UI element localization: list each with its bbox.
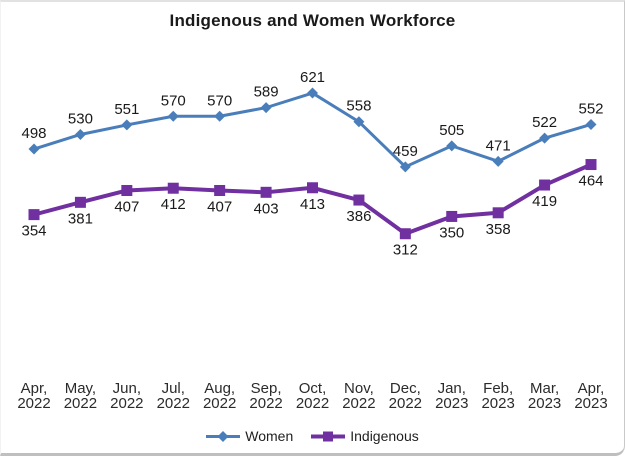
x-axis-label-line2: 2022 [296,395,329,412]
legend: Women Indigenous [1,428,624,444]
x-axis-label-line1: Oct, [299,380,327,397]
women-data-point-marker [74,128,86,140]
women-data-point-label: 498 [21,125,46,142]
women-data-point-marker [121,119,133,131]
women-series-swatch-icon [206,430,241,442]
women-data-point-label: 621 [300,69,325,86]
women-data-point-marker [214,110,226,122]
women-data-point-label: 552 [578,100,603,117]
indigenous-data-point-label: 464 [578,173,603,190]
women-data-point-label: 505 [439,122,464,139]
x-axis-label-line2: 2022 [64,395,97,412]
women-data-point-marker [167,110,179,122]
indigenous-data-point-label: 312 [393,242,418,259]
indigenous-data-point-marker [585,159,597,171]
x-axis-label-line2: 2023 [574,395,607,412]
x-axis-label-line1: Nov, [344,380,374,397]
indigenous-data-point-label: 354 [21,223,46,240]
indigenous-data-point-marker [399,228,411,240]
women-data-point-label: 570 [207,92,232,109]
women-data-point-marker [492,155,504,167]
women-data-point-label: 570 [161,92,186,109]
x-axis-label-line1: Jul, [162,380,185,397]
indigenous-data-point-marker [446,210,458,222]
legend-item-indigenous: Indigenous [311,428,419,444]
women-data-point-label: 589 [254,84,279,101]
x-axis-label-line1: Sep, [251,380,282,397]
x-axis-label-line2: 2022 [110,395,143,412]
indigenous-data-point-marker [492,207,504,219]
indigenous-data-point-marker [28,209,40,221]
indigenous-data-point-marker [353,194,365,206]
x-axis-label-line1: Mar, [530,380,559,397]
women-data-point-marker [399,161,411,173]
x-axis-label-line1: Dec, [390,380,421,397]
indigenous-data-point-label: 386 [346,208,371,225]
indigenous-data-point-label: 350 [439,224,464,241]
indigenous-data-point-marker [307,182,319,194]
x-axis-label-line1: Aug, [204,380,235,397]
women-data-point-marker [307,87,319,99]
chart-title: Indigenous and Women Workforce [169,11,456,30]
indigenous-data-point-marker [539,179,551,191]
indigenous-data-point-label: 407 [207,198,232,215]
women-data-point-label: 459 [393,143,418,160]
indigenous-data-point-marker [121,184,133,196]
women-data-point-label: 530 [68,110,93,127]
women-data-point-marker [539,132,551,144]
indigenous-data-point-label: 412 [161,196,186,213]
women-data-point-marker [260,102,272,114]
women-data-point-marker [585,118,597,130]
women-data-point-marker [353,116,365,128]
women-data-point-label: 551 [114,101,139,118]
x-axis-label-line1: Jun, [113,380,141,397]
indigenous-data-point-marker [214,184,226,196]
x-axis-label-line2: 2023 [528,395,561,412]
women-data-point-marker [446,140,458,152]
x-axis-label-line2: 2023 [481,395,514,412]
indigenous-data-point-label: 413 [300,196,325,213]
indigenous-data-point-label: 403 [254,200,279,217]
women-data-point-label: 558 [346,98,371,115]
legend-item-women: Women [206,428,293,444]
indigenous-data-point-marker [74,196,86,208]
indigenous-data-point-label: 358 [486,221,511,238]
x-axis-label-line1: Jan, [438,380,466,397]
x-axis-label-line1: Apr, [21,380,48,397]
women-data-point-marker [28,143,40,155]
x-axis-label-line2: 2022 [203,395,236,412]
x-axis-label-line1: May, [65,380,96,397]
x-axis-label-line2: 2022 [342,395,375,412]
x-axis-label-line1: Feb, [483,380,513,397]
x-axis-label-line2: 2023 [435,395,468,412]
women-data-point-label: 471 [486,137,511,154]
legend-label-women: Women [245,428,294,444]
indigenous-data-point-marker [167,182,179,194]
x-axis-label-line2: 2022 [389,395,422,412]
indigenous-data-point-label: 419 [532,193,557,210]
indigenous-series-swatch-icon [311,431,346,441]
x-axis-label-line2: 2022 [17,395,50,412]
indigenous-data-point-label: 381 [68,210,93,227]
x-axis-label-line2: 2022 [249,395,282,412]
women-data-point-label: 522 [532,114,557,131]
indigenous-data-point-label: 407 [114,198,139,215]
x-axis-label-line1: Apr, [578,380,605,397]
indigenous-data-point-marker [260,186,272,198]
x-axis-label-line2: 2022 [157,395,190,412]
legend-label-indigenous: Indigenous [350,428,419,444]
